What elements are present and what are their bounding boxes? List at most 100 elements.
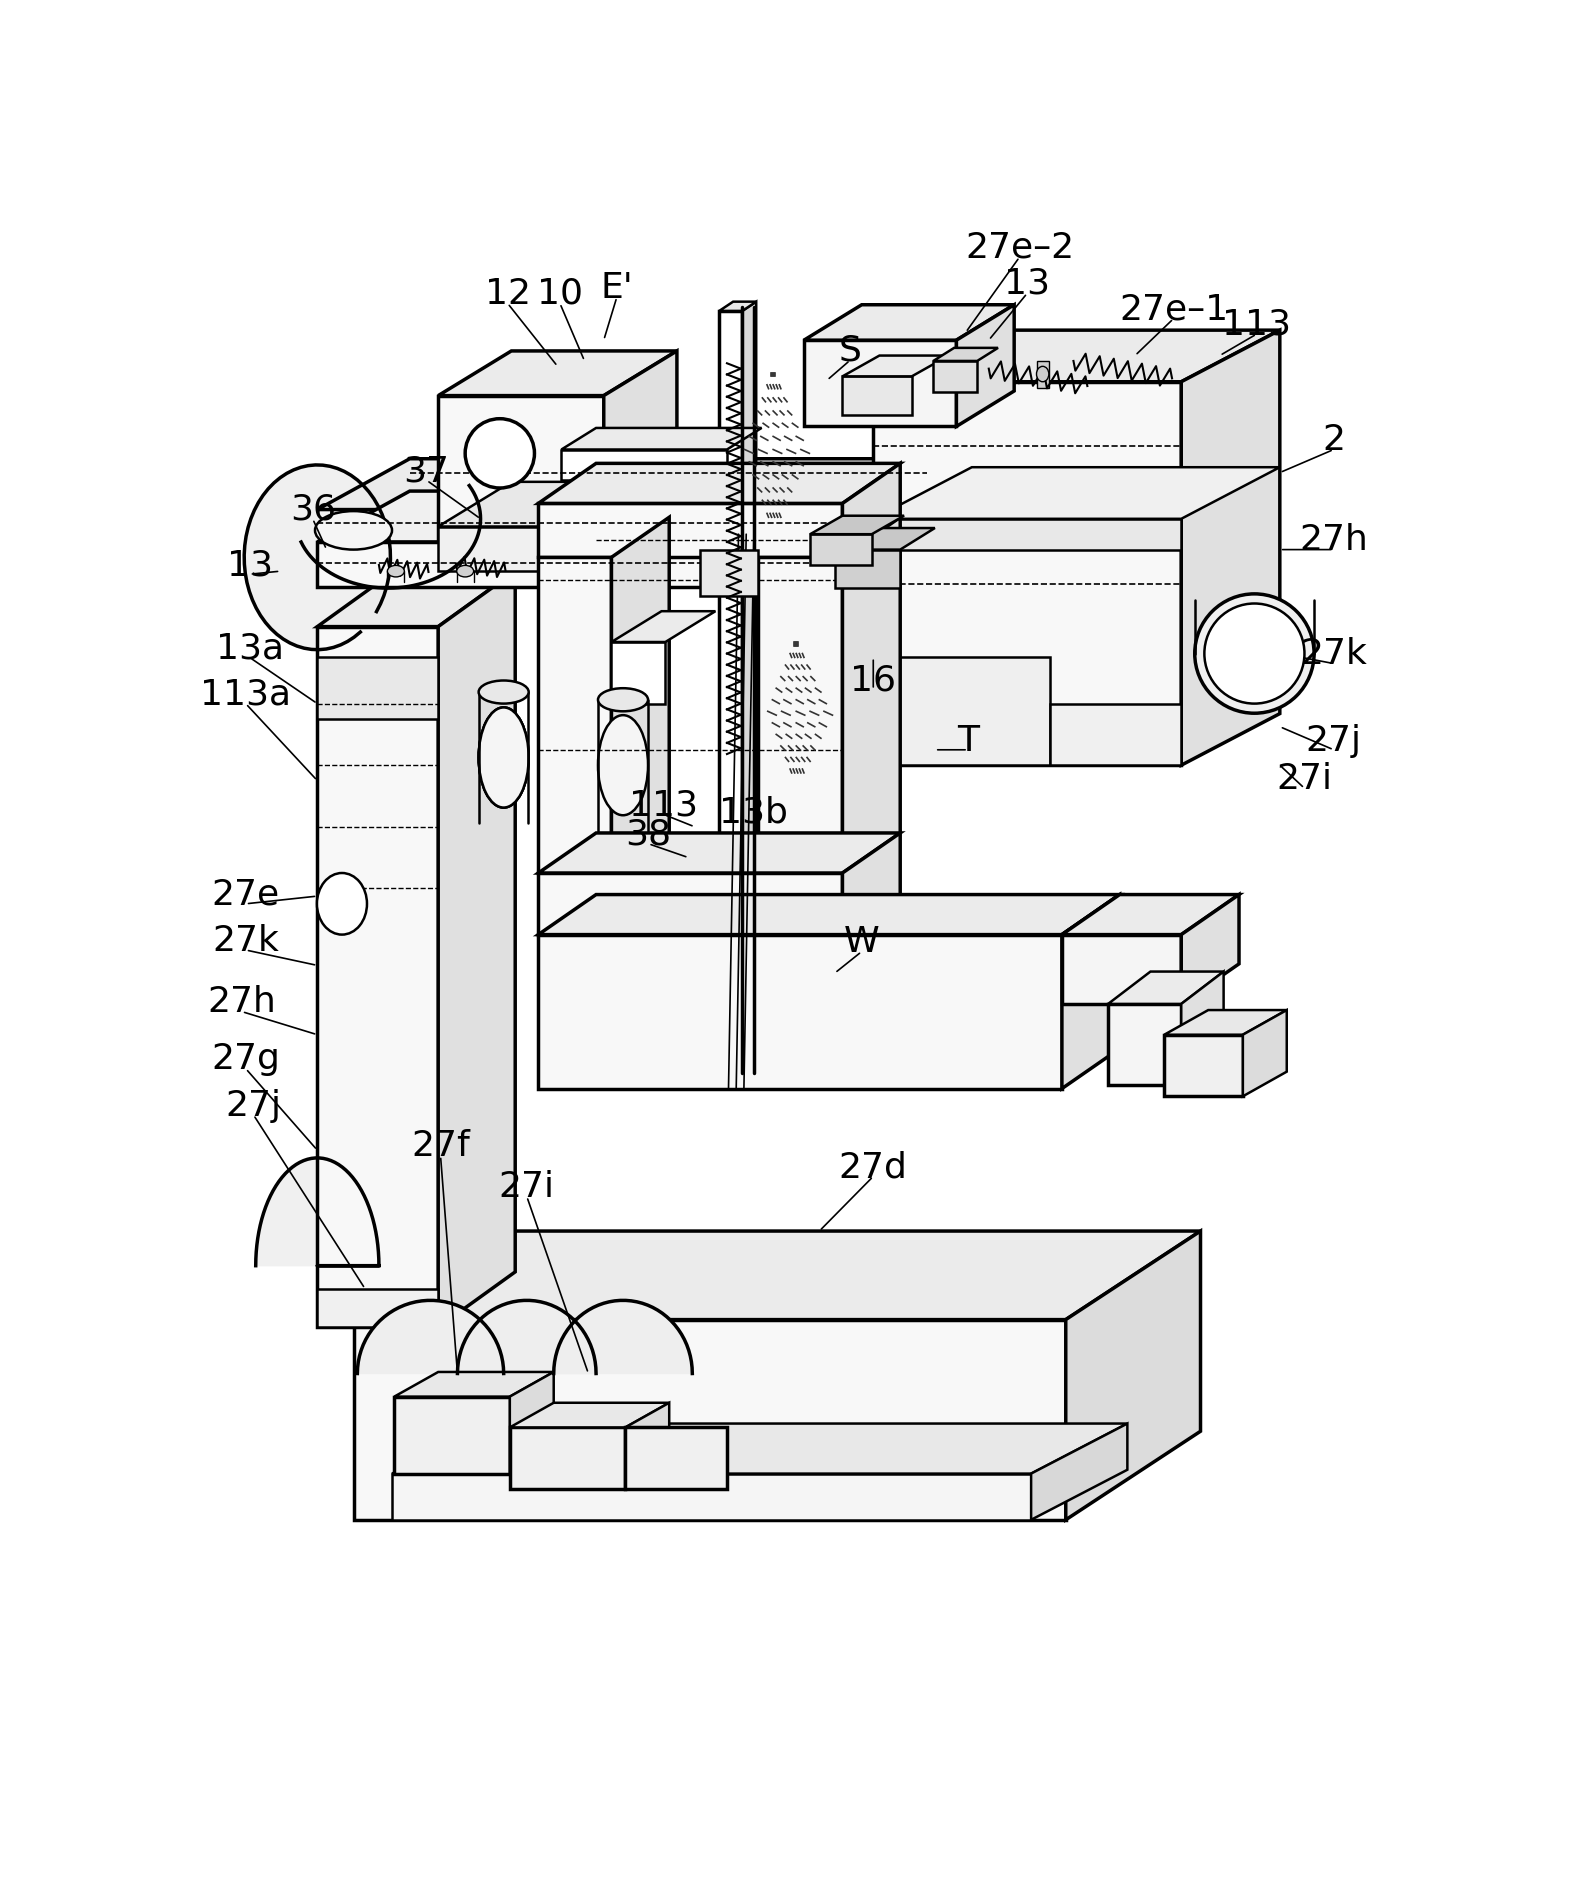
Polygon shape [392,1474,1030,1519]
Polygon shape [317,626,439,1327]
Polygon shape [810,533,872,566]
Ellipse shape [959,366,970,383]
Text: 36: 36 [290,492,335,526]
Polygon shape [842,833,900,935]
Polygon shape [317,541,834,586]
Text: 113a: 113a [201,677,292,711]
Polygon shape [561,428,762,449]
Text: 27j: 27j [225,1088,281,1123]
Polygon shape [394,1372,553,1397]
Polygon shape [874,467,1279,518]
Polygon shape [1109,1005,1182,1084]
Polygon shape [874,383,1182,765]
Polygon shape [1109,971,1223,1005]
Polygon shape [354,1320,1065,1519]
Ellipse shape [466,418,534,488]
Text: 37: 37 [404,454,450,488]
Polygon shape [244,466,391,650]
Text: 113: 113 [630,788,699,822]
Polygon shape [1037,360,1050,388]
Polygon shape [1182,895,1239,1005]
Polygon shape [317,571,515,626]
Polygon shape [834,528,935,550]
Text: E': E' [600,271,633,305]
Polygon shape [1062,935,1182,1005]
Ellipse shape [478,707,528,807]
Text: 113: 113 [1222,307,1292,341]
Polygon shape [834,550,900,588]
Polygon shape [439,571,515,1327]
Ellipse shape [478,680,528,703]
Polygon shape [834,492,927,586]
Ellipse shape [316,511,392,550]
Text: 27d: 27d [839,1150,908,1184]
Text: 27e–1: 27e–1 [1120,292,1228,326]
Polygon shape [933,349,998,360]
Text: 27i: 27i [1276,762,1332,795]
Ellipse shape [388,566,405,577]
Polygon shape [804,305,1014,339]
Text: 27k: 27k [1300,637,1367,671]
Ellipse shape [598,714,648,814]
Polygon shape [611,611,716,643]
Polygon shape [1164,1035,1243,1097]
Polygon shape [804,339,957,426]
Text: 27e–2: 27e–2 [965,230,1073,264]
Ellipse shape [478,707,528,807]
Polygon shape [1182,330,1279,765]
Polygon shape [510,1402,670,1427]
Polygon shape [357,1301,504,1374]
Text: 16: 16 [850,664,896,697]
Text: 27j: 27j [1306,724,1362,758]
Polygon shape [758,558,842,873]
Polygon shape [1065,1231,1201,1519]
Text: 13b: 13b [719,795,788,829]
Polygon shape [700,550,758,596]
Polygon shape [1030,1423,1128,1519]
Polygon shape [611,643,665,703]
Polygon shape [1062,895,1120,1090]
Text: T: T [957,724,979,758]
Text: 12: 12 [485,277,531,311]
Polygon shape [959,360,970,388]
Polygon shape [625,1427,727,1489]
Polygon shape [1062,895,1239,935]
Ellipse shape [317,873,367,935]
Polygon shape [354,1231,1201,1319]
Text: 13a: 13a [215,631,284,665]
Polygon shape [439,526,605,571]
Polygon shape [933,360,978,392]
Polygon shape [842,377,912,415]
Polygon shape [317,658,439,718]
Text: 27g: 27g [211,1042,281,1076]
Polygon shape [539,895,1120,935]
Polygon shape [842,356,949,377]
Text: 13: 13 [226,549,273,582]
Polygon shape [458,1301,597,1374]
Text: S: S [839,334,861,368]
Polygon shape [539,833,900,873]
Ellipse shape [598,688,648,711]
Polygon shape [742,302,756,865]
Polygon shape [317,492,927,541]
Polygon shape [394,1397,510,1474]
Polygon shape [539,558,611,873]
Polygon shape [553,1301,692,1374]
Polygon shape [874,658,1051,765]
Ellipse shape [456,566,474,577]
Text: 2: 2 [1322,424,1345,458]
Ellipse shape [1204,603,1305,703]
Polygon shape [810,516,904,533]
Text: W: W [844,926,879,959]
Polygon shape [439,483,676,526]
Ellipse shape [478,707,528,807]
Polygon shape [539,464,900,503]
Polygon shape [510,1372,553,1474]
Polygon shape [561,449,727,481]
Polygon shape [539,873,842,935]
Text: 38: 38 [625,818,671,852]
Polygon shape [874,518,1182,550]
Polygon shape [1164,1010,1287,1035]
Text: 27e: 27e [212,878,279,912]
Polygon shape [719,302,756,311]
